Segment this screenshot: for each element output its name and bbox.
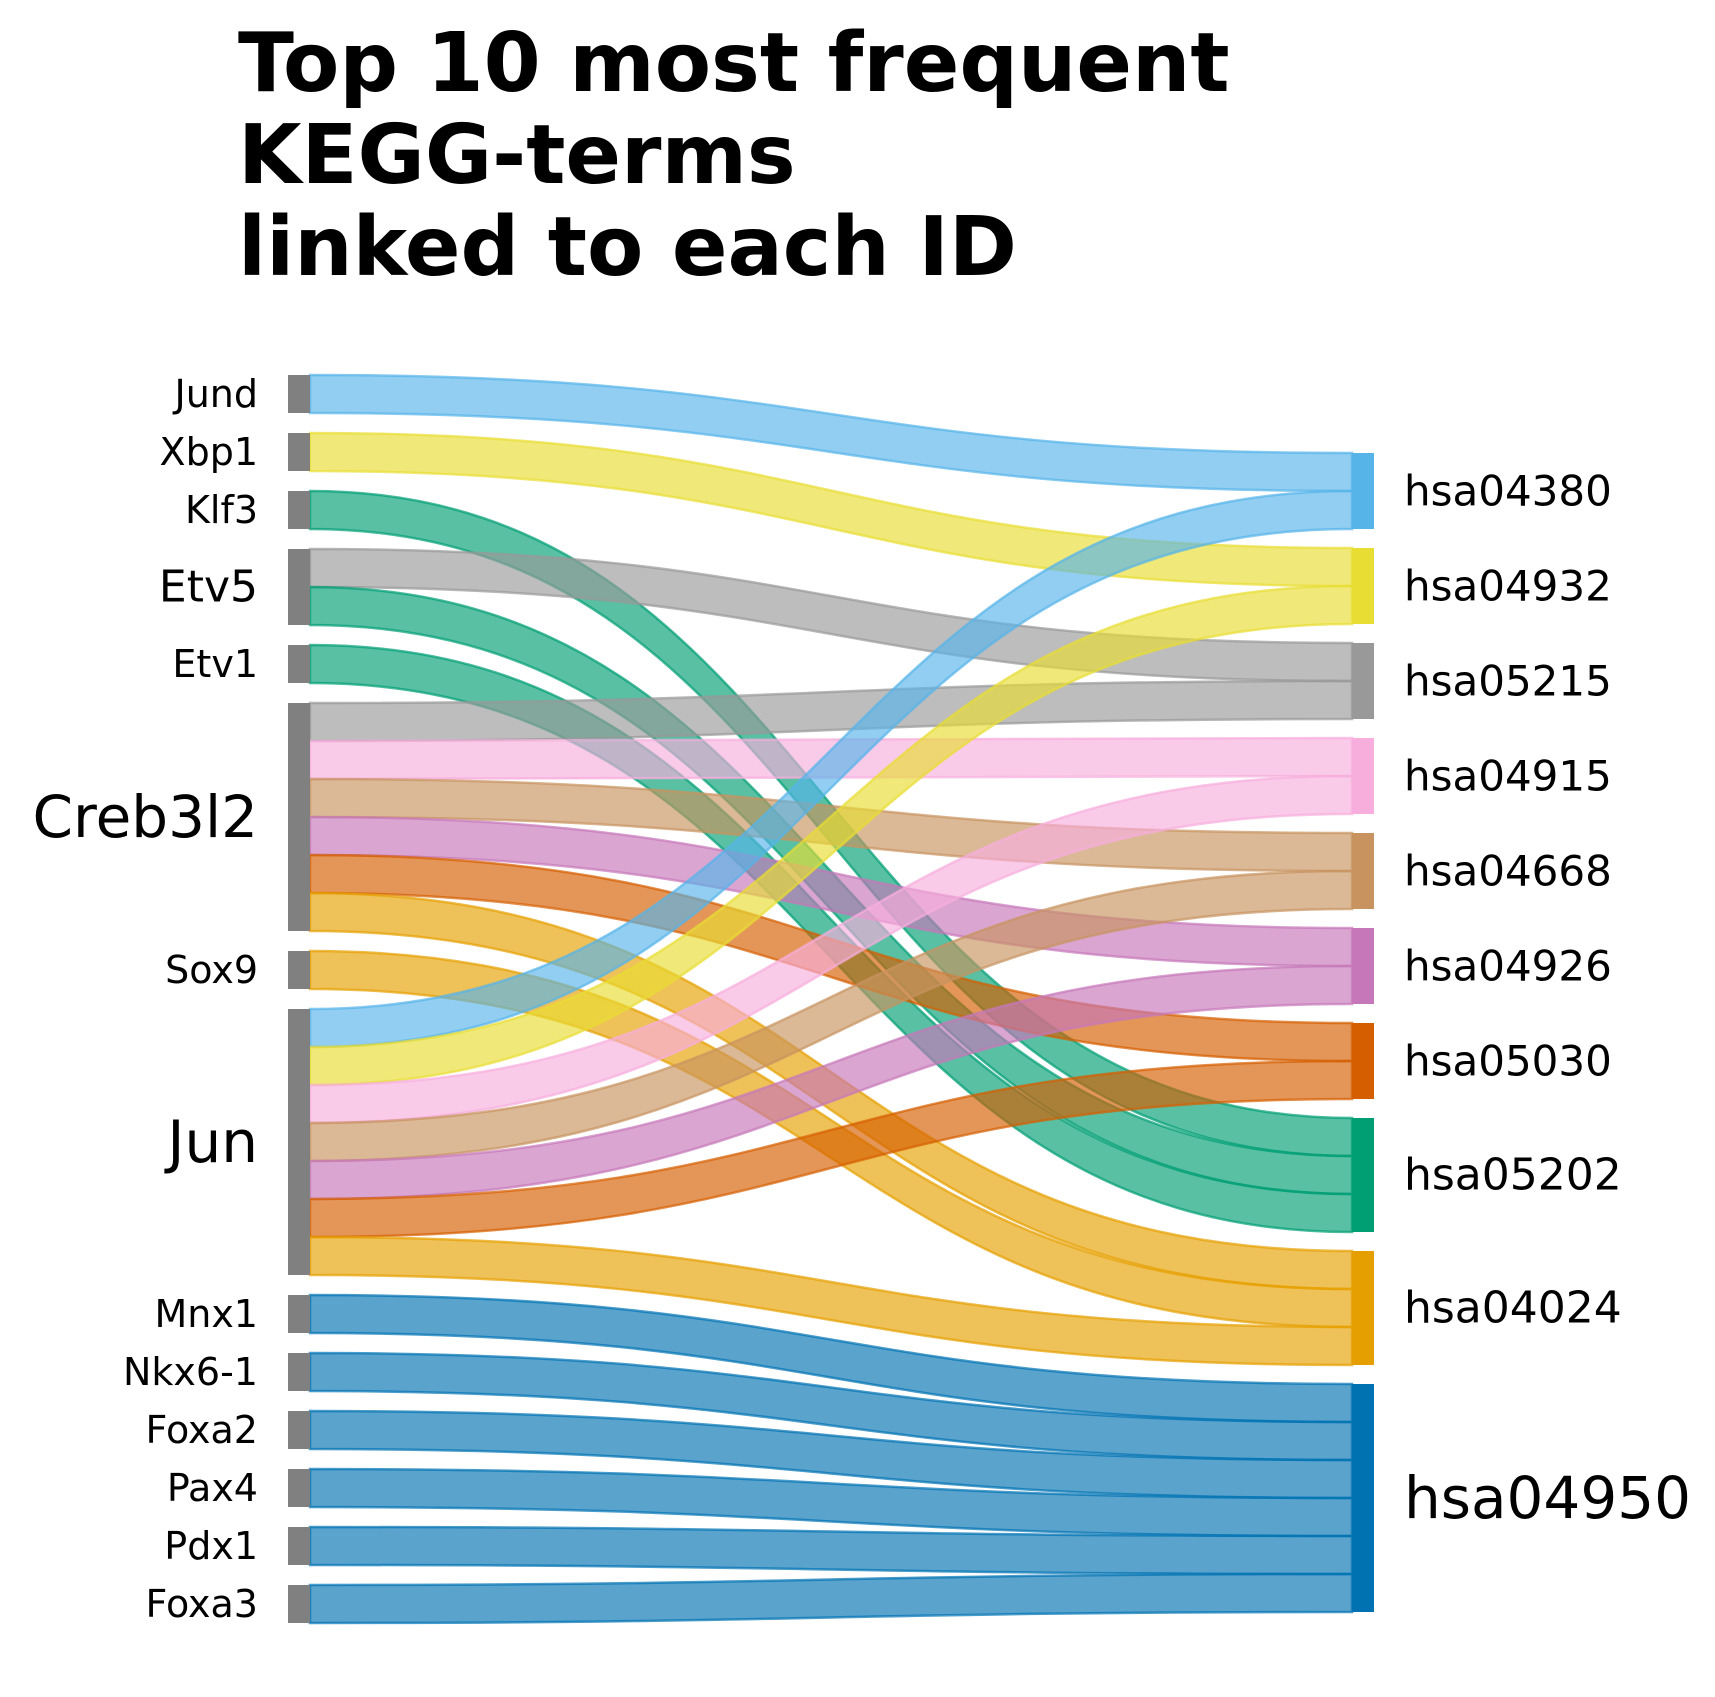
source-node-sox9 [288,951,310,989]
target-label-hsa04380: hsa04380 [1404,467,1612,516]
source-label-foxa2: Foxa2 [145,1408,258,1452]
source-label-nkx6-1: Nkx6-1 [123,1350,258,1394]
chart-title-line-2: KEGG-terms [238,108,796,203]
source-node-xbp1 [288,433,310,471]
nodes-layer [288,375,1374,1623]
source-label-foxa3: Foxa3 [145,1582,258,1626]
target-label-hsa04668: hsa04668 [1404,847,1612,896]
source-label-creb3l2: Creb3l2 [33,783,259,851]
source-node-jun [288,1009,310,1275]
target-label-hsa05215: hsa05215 [1404,657,1612,706]
target-label-hsa05030: hsa05030 [1404,1037,1612,1086]
source-node-etv5 [288,549,310,625]
source-node-etv1 [288,645,310,683]
source-label-pax4: Pax4 [167,1466,258,1510]
chart-title-line-1: Top 10 most frequent [238,16,1230,111]
source-node-pdx1 [288,1527,310,1565]
chart-title: Top 10 most frequent KEGG-terms linked t… [238,18,1230,294]
source-label-xbp1: Xbp1 [160,430,258,474]
target-label-hsa04915: hsa04915 [1404,752,1612,801]
labels-layer: Jund Xbp1 Klf3 Etv5 Etv1 Creb3l2 Sox9 Jun Mnx1 Nk… [33,372,1692,1626]
source-label-mnx1: Mnx1 [154,1292,258,1336]
source-node-jund [288,375,310,413]
target-node-hsa04932 [1352,548,1374,624]
source-label-pdx1: Pdx1 [164,1524,258,1568]
source-label-jund: Jund [173,372,259,416]
target-node-hsa04915 [1352,738,1374,814]
source-label-etv5: Etv5 [159,562,258,613]
target-node-hsa04950 [1352,1384,1374,1612]
chart-title-line-3: linked to each ID [238,200,1017,295]
target-node-hsa04668 [1352,833,1374,909]
target-node-hsa04024 [1352,1251,1374,1365]
source-label-klf3: Klf3 [185,488,258,532]
target-node-hsa04380 [1352,453,1374,529]
source-node-foxa3 [288,1585,310,1623]
source-node-nkx6-1 [288,1353,310,1391]
target-label-hsa04024: hsa04024 [1404,1283,1622,1334]
links-layer [308,373,1354,1625]
target-label-hsa04950: hsa04950 [1404,1464,1691,1532]
source-node-klf3 [288,491,310,529]
target-node-hsa05202 [1352,1118,1374,1232]
target-node-hsa05215 [1352,643,1374,719]
source-label-jun: Jun [164,1108,258,1176]
target-label-hsa04932: hsa04932 [1404,562,1612,611]
target-node-hsa05030 [1352,1023,1374,1099]
source-node-pax4 [288,1469,310,1507]
source-node-foxa2 [288,1411,310,1449]
source-label-etv1: Etv1 [172,642,258,686]
source-node-creb3l2 [288,703,310,931]
source-node-mnx1 [288,1295,310,1333]
target-label-hsa04926: hsa04926 [1404,942,1612,991]
link-foxa3-hsa04950 [308,1572,1354,1625]
target-label-hsa05202: hsa05202 [1404,1150,1622,1201]
target-node-hsa04926 [1352,928,1374,1004]
source-label-sox9: Sox9 [165,948,258,992]
